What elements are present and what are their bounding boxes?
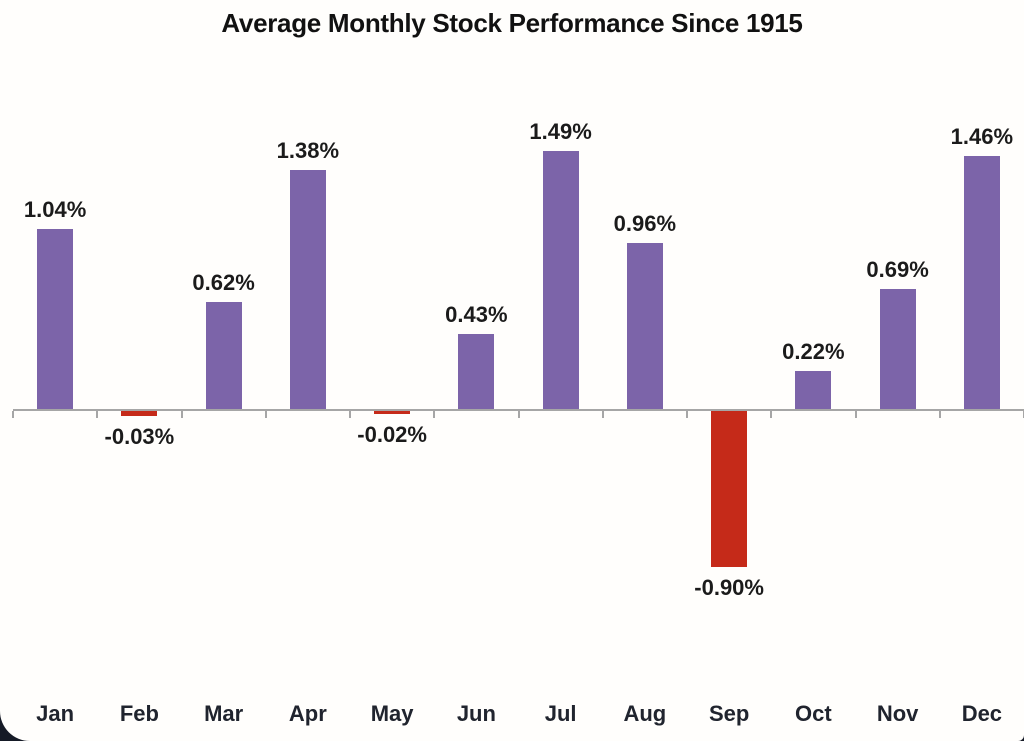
value-label-aug: 0.96%: [613, 210, 677, 236]
x-tick-label-sep: Sep: [708, 701, 750, 726]
x-tick-label-feb: Feb: [119, 701, 159, 726]
x-tick-label-jan: Jan: [36, 701, 75, 726]
bar-mar: [205, 301, 242, 409]
value-label-nov: 0.69%: [866, 257, 929, 283]
x-tick-label-may: May: [370, 701, 414, 726]
bar-sep: [711, 411, 748, 567]
bar-jul: [542, 150, 579, 409]
value-label-sep: -0.90%: [694, 574, 764, 600]
x-axis-tick: [517, 411, 520, 418]
bar-feb: [121, 411, 158, 417]
x-tick-label-mar: Mar: [204, 701, 244, 726]
bar-apr: [289, 169, 326, 409]
x-axis-tick: [264, 411, 267, 418]
bar-dec: [963, 155, 1000, 409]
value-label-may: -0.02%: [357, 422, 427, 448]
x-tick-label-jun: Jun: [456, 701, 496, 726]
x-tick-label-oct: Oct: [795, 701, 832, 726]
bar-nov: [879, 289, 916, 409]
x-axis-tick: [349, 411, 351, 418]
value-label-feb: -0.03%: [104, 424, 175, 450]
x-axis-tick: [686, 411, 688, 418]
x-tick-label-aug: Aug: [623, 701, 667, 726]
value-label-apr: 1.38%: [276, 137, 340, 163]
x-axis-tick: [938, 411, 941, 418]
x-tick-label-dec: Dec: [961, 701, 1003, 726]
x-axis-tick: [433, 411, 436, 418]
x-axis-tick: [854, 411, 857, 418]
x-axis-tick: [96, 411, 99, 418]
x-tick-label-nov: Nov: [876, 701, 919, 726]
value-label-mar: 0.62%: [192, 269, 255, 295]
x-tick-label-jul: Jul: [544, 701, 577, 726]
x-axis-tick: [601, 411, 604, 418]
bar-may: [374, 411, 411, 415]
chart-title: Average Monthly Stock Performance Since …: [221, 8, 803, 38]
x-tick-label-apr: Apr: [288, 701, 327, 726]
bar-oct: [795, 370, 832, 409]
x-axis-tick: [180, 411, 183, 418]
bar-jun: [458, 334, 495, 409]
value-label-jun: 0.43%: [445, 302, 508, 328]
x-axis-tick: [770, 411, 773, 418]
value-label-oct: 0.22%: [782, 338, 845, 364]
x-axis-line: [13, 409, 1024, 411]
bar-aug: [626, 242, 663, 409]
value-label-jul: 1.49%: [529, 118, 592, 144]
value-label-dec: 1.46%: [950, 123, 1014, 149]
x-axis-tick: [12, 411, 14, 418]
bar-jan: [37, 228, 74, 409]
value-label-jan: 1.04%: [23, 196, 87, 222]
